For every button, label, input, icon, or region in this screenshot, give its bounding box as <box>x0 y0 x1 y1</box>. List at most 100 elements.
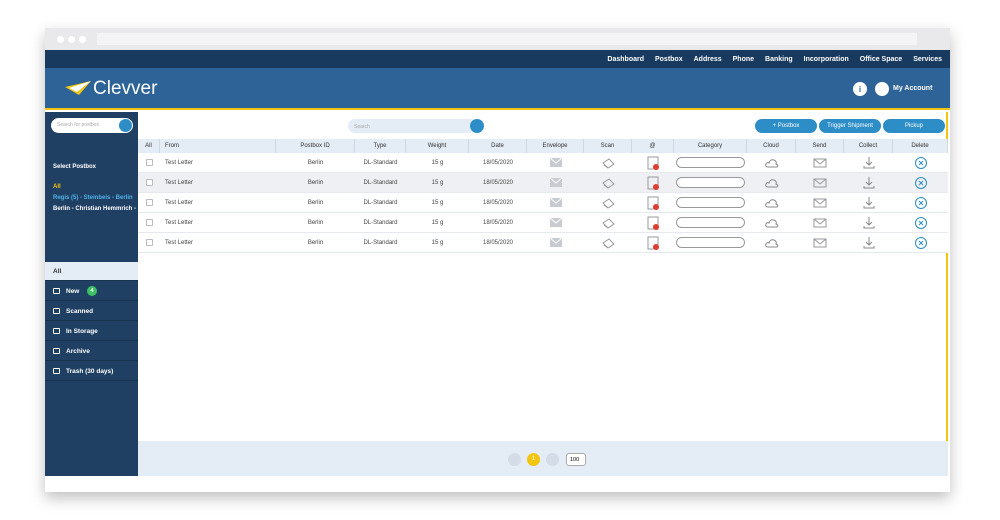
email-icon[interactable] <box>646 216 660 230</box>
scan-icon-glyph <box>602 218 615 229</box>
nav-link[interactable]: Incorporation <box>803 55 849 63</box>
send-icon[interactable] <box>813 216 827 230</box>
category-select[interactable] <box>676 197 745 208</box>
nav-link[interactable]: Banking <box>765 55 793 63</box>
nav-link[interactable]: Phone <box>732 55 755 63</box>
send-icon[interactable] <box>813 196 827 210</box>
send-icon-glyph <box>813 178 827 188</box>
cloud-icon[interactable] <box>764 156 779 170</box>
menu-item[interactable]: Archive <box>45 342 138 361</box>
email-icon[interactable] <box>646 176 660 190</box>
account-menu[interactable]: My Account <box>893 85 933 92</box>
envelope-icon[interactable] <box>549 156 563 170</box>
collect-icon[interactable] <box>862 216 876 230</box>
search-button[interactable] <box>119 119 132 132</box>
table-row[interactable]: Test Letter Berlin DL-Standard 15 g 18/05/20… <box>138 233 948 253</box>
delete-icon-glyph <box>914 197 927 209</box>
delete-icon[interactable] <box>914 216 928 230</box>
send-icon[interactable] <box>813 176 827 190</box>
info-icon[interactable]: i <box>853 82 867 96</box>
envelope-icon[interactable] <box>549 176 563 190</box>
cell-weight: 15 g <box>431 220 444 226</box>
table-row[interactable]: Test Letter Berlin DL-Standard 15 g 18/05/20… <box>138 153 948 173</box>
action-button[interactable]: + Postbox <box>755 119 817 133</box>
cloud-icon[interactable] <box>764 236 779 250</box>
menu-item[interactable]: New 4 <box>45 282 138 301</box>
send-icon[interactable] <box>813 236 827 250</box>
collect-icon[interactable] <box>862 236 876 250</box>
nav-link[interactable]: Services <box>913 55 942 63</box>
nav-link[interactable]: Postbox <box>654 55 683 63</box>
category-select[interactable] <box>676 177 745 188</box>
cloud-icon[interactable] <box>764 196 779 210</box>
prev-page[interactable] <box>508 453 521 466</box>
postbox-option[interactable]: Berlin - Christian Hemmrich - <box>53 206 137 212</box>
postbox-search[interactable]: Search for postbox <box>51 118 133 133</box>
avatar[interactable] <box>875 82 889 96</box>
email-icon[interactable] <box>646 156 660 170</box>
cell-postbox: Berlin <box>307 220 324 226</box>
browser-window: Dashboard Postbox Address Phone Banking Incor… <box>45 28 950 492</box>
collect-icon[interactable] <box>862 196 876 210</box>
pagination-bar: 1 100 <box>138 441 948 476</box>
scan-icon[interactable] <box>601 196 615 210</box>
search-button[interactable] <box>470 119 484 133</box>
collect-icon[interactable] <box>862 156 876 170</box>
collect-icon-glyph <box>863 157 874 169</box>
scan-icon[interactable] <box>601 236 615 250</box>
page-size[interactable]: 100 <box>566 453 586 466</box>
row-checkbox[interactable] <box>146 199 153 206</box>
table-row[interactable]: Test Letter Berlin DL-Standard 15 g 18/05/20… <box>138 173 948 193</box>
collect-icon[interactable] <box>862 176 876 190</box>
column-header: Cloud <box>747 139 796 153</box>
mail-search[interactable]: Search <box>348 119 476 133</box>
action-button[interactable]: Trigger Shipment <box>819 119 881 133</box>
scan-icon[interactable] <box>601 176 615 190</box>
cell-date: 18/05/2020 <box>482 240 514 246</box>
category-select[interactable] <box>676 217 745 228</box>
window-dot <box>79 36 86 43</box>
menu-item[interactable]: Scanned <box>45 302 138 321</box>
send-icon[interactable] <box>813 156 827 170</box>
scan-icon-glyph <box>602 198 615 209</box>
nav-link[interactable]: Office Space <box>859 55 903 63</box>
action-button[interactable]: Pickup <box>883 119 945 133</box>
address-bar <box>97 33 917 45</box>
scan-icon[interactable] <box>601 216 615 230</box>
delete-icon[interactable] <box>914 156 928 170</box>
menu-item[interactable]: Trash (30 days) <box>45 362 138 381</box>
cloud-icon[interactable] <box>764 176 779 190</box>
cell-type: DL-Standard <box>363 160 398 166</box>
cell-date: 18/05/2020 <box>482 220 514 226</box>
menu-item[interactable]: In Storage <box>45 322 138 341</box>
row-checkbox[interactable] <box>146 239 153 246</box>
cloud-icon[interactable] <box>764 216 779 230</box>
email-icon[interactable] <box>646 196 660 210</box>
cloud-icon-glyph <box>764 159 778 168</box>
table-row[interactable]: Test Letter Berlin DL-Standard 15 g 18/05/20… <box>138 213 948 233</box>
nav-link[interactable]: Address <box>693 55 722 63</box>
category-select[interactable] <box>676 157 745 168</box>
row-checkbox[interactable] <box>146 219 153 226</box>
table-row[interactable]: Test Letter Berlin DL-Standard 15 g 18/05/20… <box>138 193 948 213</box>
envelope-icon[interactable] <box>549 196 563 210</box>
select-label[interactable]: Select Postbox <box>53 164 97 170</box>
email-icon[interactable] <box>646 236 660 250</box>
category-select[interactable] <box>676 237 745 248</box>
menu-item[interactable]: All <box>45 262 138 281</box>
delete-icon[interactable] <box>914 236 928 250</box>
current-page[interactable]: 1 <box>527 453 540 466</box>
nav-link[interactable]: Dashboard <box>607 55 644 63</box>
cloud-icon-glyph <box>764 219 778 228</box>
delete-icon[interactable] <box>914 196 928 210</box>
postbox-option[interactable]: Regis (5) - Steinbeis - Berlin <box>53 195 133 201</box>
envelope-icon[interactable] <box>549 216 563 230</box>
row-checkbox[interactable] <box>146 159 153 166</box>
envelope-icon[interactable] <box>549 236 563 250</box>
scan-icon[interactable] <box>601 156 615 170</box>
column-header: All <box>138 139 160 153</box>
delete-icon[interactable] <box>914 176 928 190</box>
next-page[interactable] <box>546 453 559 466</box>
postbox-option[interactable]: All <box>53 184 61 190</box>
row-checkbox[interactable] <box>146 179 153 186</box>
